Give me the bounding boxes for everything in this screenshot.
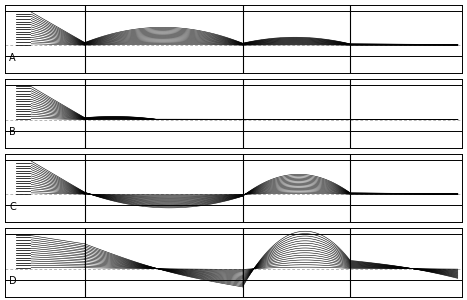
Text: B: B [9,128,16,137]
Text: A: A [9,53,16,63]
Text: D: D [9,277,17,286]
Text: C: C [9,202,16,212]
